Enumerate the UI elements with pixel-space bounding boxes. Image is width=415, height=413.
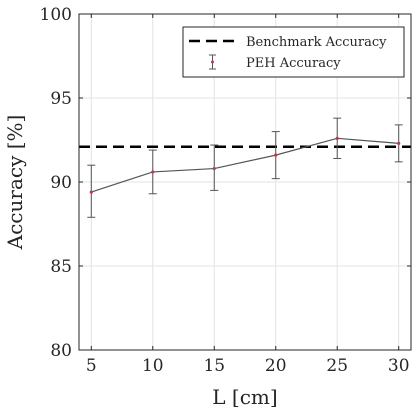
peh-point: [335, 136, 339, 140]
y-tick-label: 80: [50, 341, 72, 361]
x-tick-label: 15: [203, 356, 225, 376]
legend-box: [182, 26, 405, 78]
y-tick-label: 100: [40, 5, 72, 25]
x-tick-label: 10: [142, 356, 164, 376]
peh-line: [91, 137, 399, 193]
legend-peh-label: PEH Accuracy: [246, 56, 341, 71]
peh-point: [397, 141, 401, 145]
peh-point: [151, 170, 155, 174]
x-tick-label: 20: [265, 356, 287, 376]
y-axis-ticks: 80 85 90 95 100: [40, 5, 411, 361]
y-axis-title: Accuracy [%]: [3, 115, 27, 251]
y-tick-label: 95: [50, 89, 72, 109]
legend-benchmark-label: Benchmark Accuracy: [246, 35, 387, 50]
x-tick-label: 25: [326, 356, 348, 376]
x-axis-title: L [cm]: [212, 385, 277, 409]
peh-point: [89, 190, 93, 194]
x-axis-ticks: 5 10 15 20 25 30: [86, 14, 410, 376]
y-tick-label: 90: [50, 173, 72, 193]
peh-point: [274, 153, 278, 157]
peh-series: [87, 117, 403, 218]
x-tick-label: 30: [388, 356, 410, 376]
peh-point: [212, 166, 216, 171]
legend: Benchmark Accuracy PEH Accuracy: [182, 26, 405, 78]
y-tick-label: 85: [50, 257, 72, 277]
x-tick-label: 5: [86, 356, 97, 376]
legend-peh-swatch: [209, 54, 216, 70]
